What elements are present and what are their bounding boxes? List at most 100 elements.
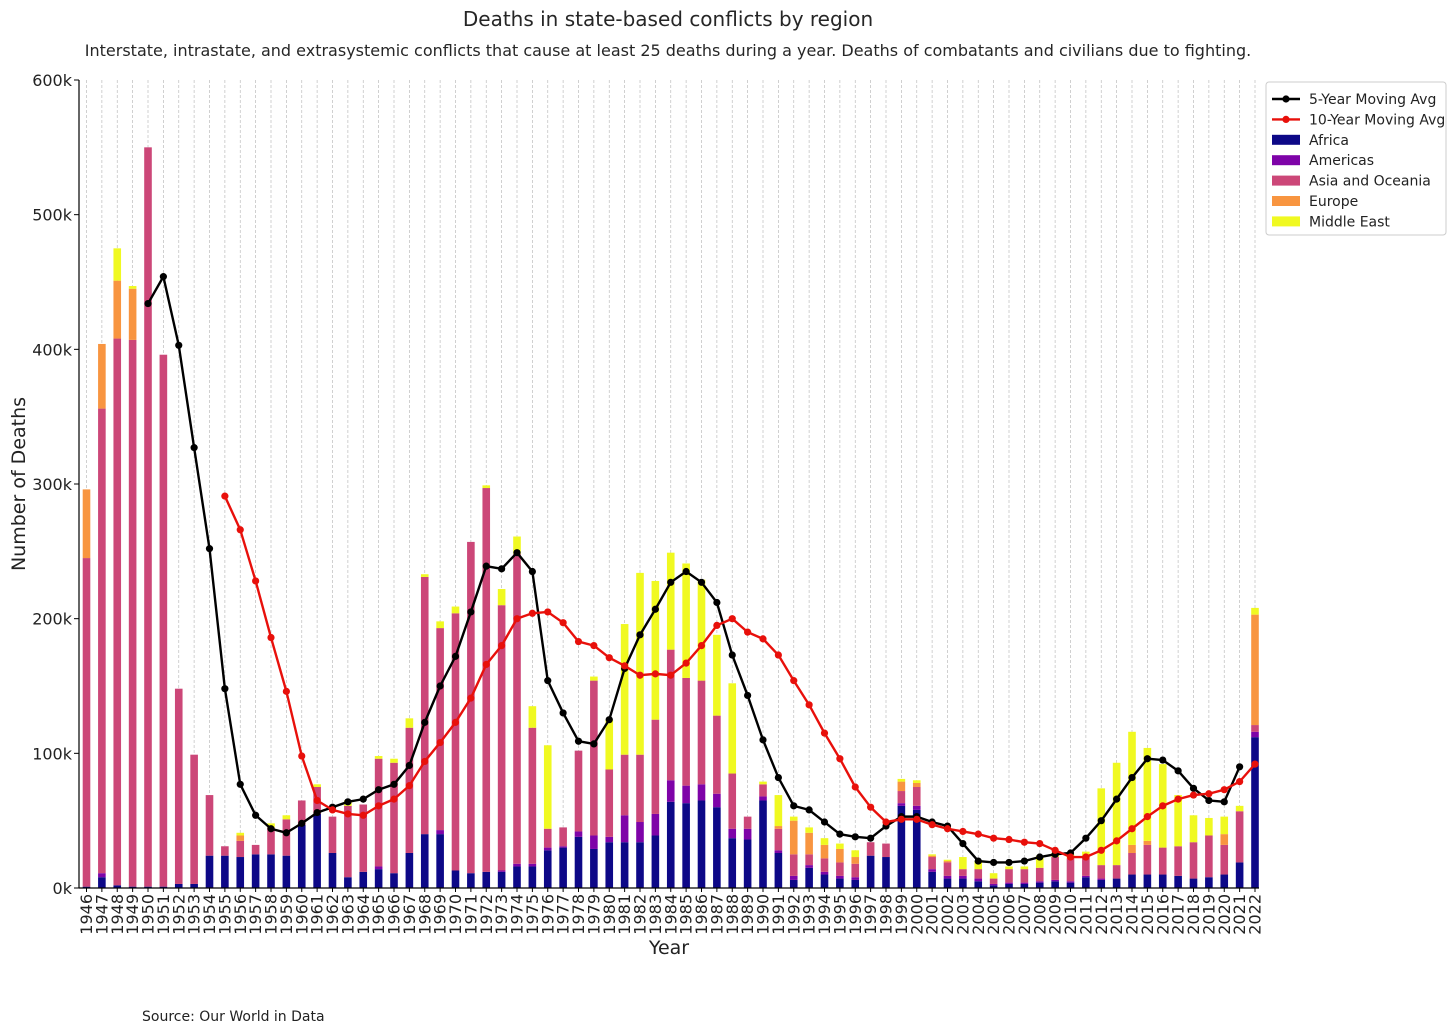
bar-middle-east-1949 bbox=[128, 286, 137, 289]
bar-asia-and-oceania-1995 bbox=[836, 862, 844, 876]
5-year-moving-avg-point-1979 bbox=[590, 740, 598, 748]
bar-asia-and-oceania-1975 bbox=[528, 727, 537, 864]
bar-americas-2008 bbox=[1035, 881, 1044, 883]
10-year-moving-avg-point-1986 bbox=[697, 642, 706, 650]
bar-asia-and-oceania-1958 bbox=[267, 827, 275, 855]
bar-asia-and-oceania-1989 bbox=[743, 816, 752, 829]
bar-asia-and-oceania-1999 bbox=[897, 791, 906, 804]
bar-americas-1995 bbox=[836, 875, 844, 879]
bar-europe-1995 bbox=[836, 848, 844, 863]
x-tick-label: 1977 bbox=[554, 894, 573, 935]
bar-middle-east-1996 bbox=[851, 850, 860, 858]
bar-africa-1989 bbox=[743, 839, 752, 888]
bar-americas-1992 bbox=[789, 875, 798, 880]
x-tick-label: 2011 bbox=[1076, 894, 1095, 935]
bar-europe-2002 bbox=[943, 861, 952, 863]
bar-africa-1961 bbox=[313, 813, 321, 888]
x-tick-label: 1979 bbox=[584, 894, 603, 935]
5-year-moving-avg-point-2020 bbox=[1220, 798, 1228, 806]
bar-asia-and-oceania-1992 bbox=[789, 854, 798, 876]
bar-africa-1978 bbox=[574, 836, 583, 888]
legend-label-africa: Africa bbox=[1309, 133, 1349, 149]
bar-americas-2004 bbox=[974, 878, 983, 882]
10-year-moving-avg-point-2013 bbox=[1113, 837, 1121, 845]
10-year-moving-avg-point-2012 bbox=[1097, 846, 1105, 854]
bar-americas-2006 bbox=[1005, 882, 1013, 884]
bar-africa-1990 bbox=[759, 800, 767, 888]
10-year-moving-avg-point-2006 bbox=[1005, 835, 1013, 844]
bar-africa-1971 bbox=[467, 873, 475, 888]
x-tick-label: 1998 bbox=[877, 894, 896, 935]
bar-africa-2010 bbox=[1066, 882, 1075, 888]
5-year-moving-avg-point-1978 bbox=[574, 737, 583, 745]
10-year-moving-avg-point-2009 bbox=[1051, 846, 1059, 854]
bar-africa-2007 bbox=[1020, 883, 1029, 888]
bar-middle-east-1967 bbox=[405, 718, 414, 728]
5-year-moving-avg-point-1955 bbox=[221, 685, 229, 693]
bar-middle-east-1982 bbox=[636, 572, 644, 755]
bar-asia-and-oceania-1951 bbox=[159, 354, 168, 887]
y-tick-label: 500k bbox=[32, 206, 73, 225]
5-year-moving-avg-point-1970 bbox=[451, 652, 460, 660]
bar-asia-and-oceania-1977 bbox=[559, 827, 567, 847]
bar-asia-and-oceania-1998 bbox=[882, 843, 890, 858]
x-tick-label: 1946 bbox=[77, 894, 96, 935]
bar-middle-east-1976 bbox=[543, 745, 552, 829]
bar-africa-1965 bbox=[374, 869, 383, 888]
bar-africa-1973 bbox=[497, 871, 506, 888]
bar-asia-and-oceania-1987 bbox=[713, 715, 721, 794]
x-tick-label: 1965 bbox=[369, 894, 388, 935]
5-year-moving-avg-point-1984 bbox=[667, 578, 675, 586]
bar-middle-east-1987 bbox=[713, 634, 721, 716]
bar-asia-and-oceania-1981 bbox=[620, 754, 629, 816]
bar-asia-and-oceania-2019 bbox=[1205, 835, 1213, 878]
bar-asia-and-oceania-2015 bbox=[1143, 844, 1152, 875]
bar-americas-1978 bbox=[574, 831, 583, 837]
x-tick-label: 1972 bbox=[477, 894, 496, 935]
bar-africa-1976 bbox=[543, 850, 552, 888]
x-tick-label: 1993 bbox=[800, 894, 819, 935]
bar-africa-1959 bbox=[282, 855, 291, 888]
x-tick-label: 1996 bbox=[846, 894, 865, 935]
x-tick-label: 2020 bbox=[1215, 894, 1234, 935]
bar-americas-2007 bbox=[1020, 882, 1029, 884]
bar-middle-east-2006 bbox=[1005, 866, 1013, 870]
10-year-moving-avg-point-1977 bbox=[559, 619, 567, 627]
legend-label-middle-east: Middle East bbox=[1309, 214, 1390, 230]
x-tick-label: 2021 bbox=[1230, 894, 1249, 935]
bar-africa-2003 bbox=[959, 878, 967, 888]
bar-middle-east-1994 bbox=[820, 838, 829, 845]
bar-africa-1950 bbox=[144, 886, 152, 888]
bar-africa-1979 bbox=[590, 848, 598, 888]
bar-africa-1947 bbox=[98, 877, 106, 888]
chart-title: Deaths in state-based conflicts by regio… bbox=[463, 7, 873, 31]
bar-asia-and-oceania-1953 bbox=[190, 754, 198, 884]
bar-africa-1956 bbox=[236, 857, 245, 888]
bar-middle-east-1966 bbox=[390, 758, 398, 763]
legend-swatch-africa bbox=[1272, 134, 1300, 145]
y-tick-label: 300k bbox=[32, 475, 73, 494]
bar-africa-1974 bbox=[513, 866, 521, 888]
x-tick-label: 1964 bbox=[354, 894, 373, 935]
x-tick-label: 1957 bbox=[246, 894, 265, 935]
bar-middle-east-1970 bbox=[451, 606, 460, 614]
legend-label-10-year-moving-avg: 10-Year Moving Avg bbox=[1309, 112, 1445, 128]
10-year-moving-avg-point-1997 bbox=[867, 803, 875, 811]
bar-africa-1997 bbox=[866, 855, 875, 888]
5-year-moving-avg-point-1980 bbox=[605, 716, 613, 724]
x-tick-label: 1969 bbox=[431, 894, 450, 935]
bar-asia-and-oceania-1969 bbox=[436, 628, 444, 831]
x-tick-label: 1991 bbox=[769, 894, 788, 935]
x-tick-label: 1983 bbox=[646, 894, 665, 935]
bar-asia-and-oceania-1960 bbox=[297, 800, 306, 825]
5-year-moving-avg-point-2019 bbox=[1205, 796, 1213, 805]
legend-swatch-asia-and-oceania bbox=[1272, 175, 1300, 186]
bar-middle-east-1972 bbox=[482, 485, 491, 489]
x-tick-label: 1971 bbox=[461, 894, 480, 935]
bar-asia-and-oceania-1988 bbox=[728, 773, 737, 829]
10-year-moving-avg-point-2015 bbox=[1143, 813, 1151, 821]
bar-middle-east-1968 bbox=[420, 574, 429, 577]
10-year-moving-avg-point-1957 bbox=[252, 577, 260, 585]
bar-africa-1988 bbox=[728, 838, 737, 888]
x-tick-label: 2005 bbox=[984, 894, 1003, 935]
